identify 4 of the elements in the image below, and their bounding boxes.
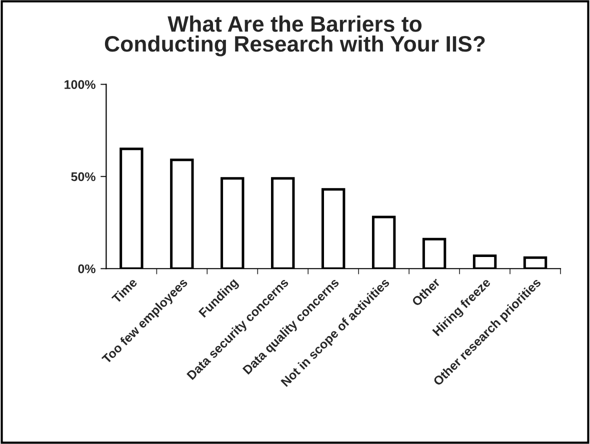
y-tick-label: 50% (71, 172, 96, 182)
chart-title: What Are the Barriers to Conducting Research with Your IIS? (104, 16, 485, 56)
y-tick-label: 100% (64, 80, 96, 90)
y-tick-label: 0% (78, 264, 96, 274)
